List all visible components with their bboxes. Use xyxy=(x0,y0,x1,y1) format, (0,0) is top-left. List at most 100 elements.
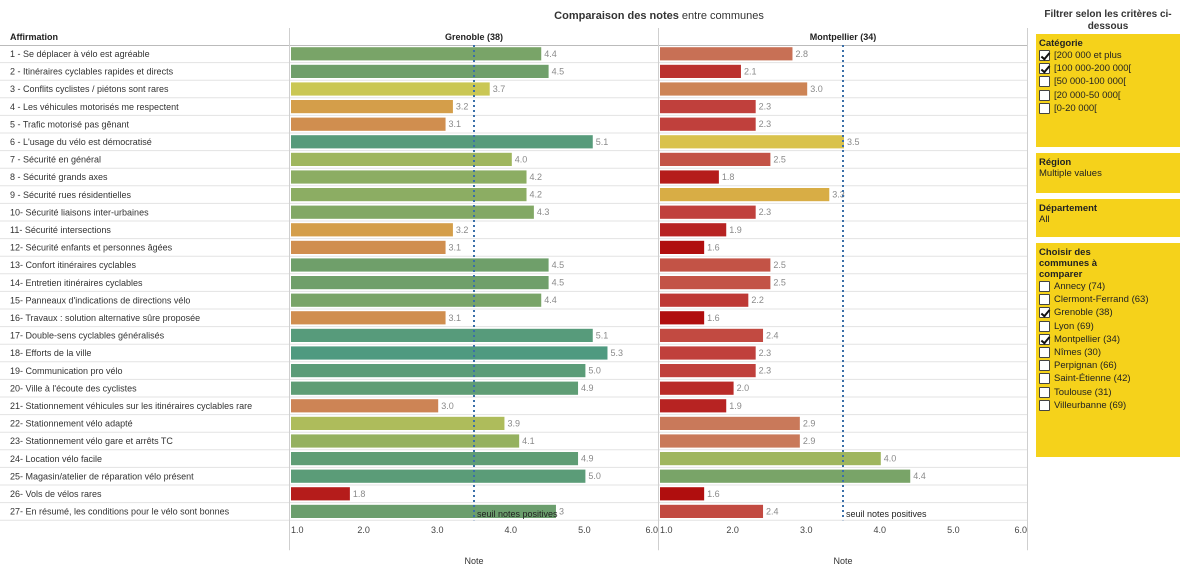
commune-option[interactable]: Grenoble (38) xyxy=(1039,306,1177,319)
commune-option[interactable]: Saint-Étienne (42) xyxy=(1039,372,1177,385)
unchecked-checkbox[interactable] xyxy=(1039,294,1050,306)
commune-option-label: Clermont-Ferrand (63) xyxy=(1054,294,1149,306)
category-option[interactable]: [0-20 000[ xyxy=(1039,102,1177,115)
bar xyxy=(291,487,350,501)
tick-label: 6.0 xyxy=(645,525,658,535)
data-label: 4.4 xyxy=(544,295,557,305)
department-filter-value[interactable]: All xyxy=(1039,214,1050,225)
title-rest: entre communes xyxy=(678,10,764,22)
region-filter-card[interactable]: Région Multiple values xyxy=(1036,153,1180,193)
bar xyxy=(291,258,549,272)
row-label: 20- Ville à l'écoute des cyclistes xyxy=(10,383,137,393)
data-label: 3.2 xyxy=(456,225,469,235)
category-option-label: [0-20 000[ xyxy=(1054,102,1097,114)
data-label: 3.2 xyxy=(456,102,469,112)
bar xyxy=(660,434,800,448)
row-label: 17- Double-sens cyclables généralisés xyxy=(10,331,165,341)
data-label: 2.4 xyxy=(766,506,779,516)
unchecked-checkbox[interactable] xyxy=(1039,347,1050,359)
checked-checkbox[interactable] xyxy=(1039,307,1050,319)
bar xyxy=(291,170,527,184)
unchecked-checkbox[interactable] xyxy=(1039,386,1050,398)
tick-label: 2.0 xyxy=(357,525,370,535)
unchecked-checkbox[interactable] xyxy=(1039,281,1050,293)
data-label: 3.1 xyxy=(449,119,462,129)
commune-option[interactable]: Clermont-Ferrand (63) xyxy=(1039,293,1177,306)
row-label: 23- Stationnement vélo gare et arrêts TC xyxy=(10,436,173,446)
data-label: 4.0 xyxy=(884,454,897,464)
data-label: 4.5 xyxy=(552,278,565,288)
bar xyxy=(291,152,512,166)
filter-heading: Filtrer selon les critères ci-dessous xyxy=(1044,9,1172,32)
bar xyxy=(660,170,719,184)
department-filter-card[interactable]: Département All xyxy=(1036,199,1180,237)
category-options: [200 000 et plus [100 000-200 000[[50 000… xyxy=(1039,49,1177,115)
data-label: 2.8 xyxy=(795,49,808,59)
category-option-label: [100 000-200 000[ xyxy=(1054,63,1132,75)
panel-title: Montpellier (34) xyxy=(810,32,877,42)
unchecked-checkbox[interactable] xyxy=(1039,89,1050,101)
commune-option[interactable]: Nîmes (30) xyxy=(1039,346,1177,359)
row-label: 19- Communication pro vélo xyxy=(10,366,123,376)
commune-option[interactable]: Perpignan (66) xyxy=(1039,359,1177,372)
category-option-label: [20 000-50 000[ xyxy=(1054,89,1121,101)
data-label: 3.1 xyxy=(449,242,462,252)
checked-checkbox[interactable] xyxy=(1039,333,1050,345)
commune-option-label: Saint-Étienne (42) xyxy=(1054,373,1131,385)
row-label: 13- Confort itinéraires cyclables xyxy=(10,260,137,270)
bar xyxy=(660,223,727,237)
row-label: 22- Stationnement vélo adapté xyxy=(10,419,133,429)
commune-option-label: Nîmes (30) xyxy=(1054,347,1101,359)
commune-option-label: Montpellier (34) xyxy=(1054,333,1120,345)
data-label: 2.5 xyxy=(773,154,786,164)
axis-label: Note xyxy=(464,556,483,566)
panel-title: Grenoble (38) xyxy=(445,32,503,42)
unchecked-checkbox[interactable] xyxy=(1039,360,1050,372)
tick-label: 5.0 xyxy=(947,525,960,535)
row-label: 15- Panneaux d'indications de directions… xyxy=(10,295,190,305)
bar xyxy=(291,276,549,290)
unchecked-checkbox[interactable] xyxy=(1039,76,1050,88)
bar xyxy=(291,346,608,360)
commune-option[interactable]: Lyon (69) xyxy=(1039,320,1177,333)
region-filter-value[interactable]: Multiple values xyxy=(1039,168,1102,179)
data-label: 4.5 xyxy=(552,260,565,270)
data-label: 2.9 xyxy=(803,436,816,446)
unchecked-checkbox[interactable] xyxy=(1039,399,1050,411)
category-option[interactable]: [50 000-100 000[ xyxy=(1039,75,1177,88)
axis-label: Note xyxy=(833,556,852,566)
bar xyxy=(291,399,439,413)
unchecked-checkbox[interactable] xyxy=(1039,373,1050,385)
commune-option[interactable]: Montpellier (34) xyxy=(1039,333,1177,346)
row-header: Affirmation xyxy=(10,32,58,42)
checked-checkbox[interactable] xyxy=(1039,63,1050,75)
commune-option[interactable]: Annecy (74) xyxy=(1039,280,1177,293)
bar xyxy=(291,47,542,61)
row-label: 25- Magasin/atelier de réparation vélo p… xyxy=(10,471,194,481)
data-label: 2.9 xyxy=(803,418,816,428)
row-label: 2 - Itinéraires cyclables rapides et dir… xyxy=(10,67,174,77)
commune-option[interactable]: Toulouse (31) xyxy=(1039,386,1177,399)
unchecked-checkbox[interactable] xyxy=(1039,320,1050,332)
unchecked-checkbox[interactable] xyxy=(1039,102,1050,114)
category-option[interactable]: [100 000-200 000[ xyxy=(1039,62,1177,75)
row-label: 4 - Les véhicules motorisés me respecten… xyxy=(10,102,179,112)
checked-checkbox[interactable] xyxy=(1039,50,1050,62)
category-option[interactable]: [200 000 et plus xyxy=(1039,49,1177,62)
data-label: 3.7 xyxy=(493,84,506,94)
bar xyxy=(660,328,764,342)
bar xyxy=(660,276,771,290)
data-label: 3.0 xyxy=(810,84,823,94)
bar xyxy=(291,82,490,96)
category-option[interactable]: [20 000-50 000[ xyxy=(1039,89,1177,102)
row-label: 27- En résumé, les conditions pour le vé… xyxy=(10,507,230,517)
row-label: 26- Vols de vélos rares xyxy=(10,489,102,499)
data-label: 1.9 xyxy=(729,401,742,411)
data-label: 1.6 xyxy=(707,489,720,499)
commune-option[interactable]: Villeurbanne (69) xyxy=(1039,399,1177,412)
bar xyxy=(291,504,556,518)
bar xyxy=(291,117,446,131)
row-label: 12- Sécurité enfants et personnes âgées xyxy=(10,243,173,253)
threshold-label: seuil notes positives xyxy=(477,509,558,519)
commune-option-label: Annecy (74) xyxy=(1054,281,1106,293)
